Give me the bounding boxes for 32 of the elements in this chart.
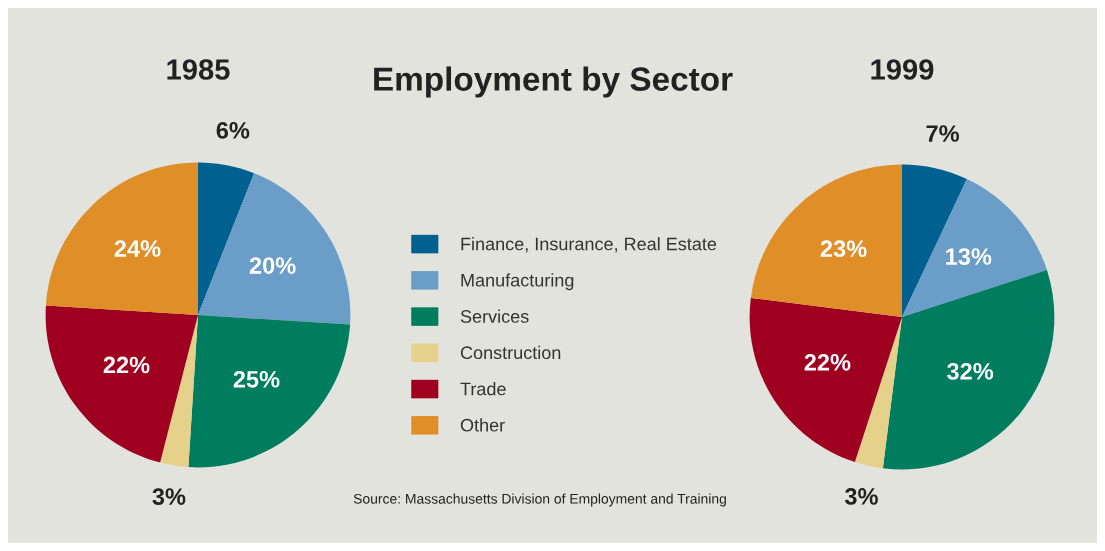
data-label: 20% bbox=[249, 257, 296, 274]
data-label: 22% bbox=[103, 356, 150, 374]
pie-slice bbox=[749, 297, 902, 462]
pie-slice bbox=[882, 269, 1055, 470]
pie-slice bbox=[160, 315, 198, 468]
data-label: 3% bbox=[844, 488, 878, 505]
data-label: 3% bbox=[152, 488, 186, 505]
pie-slice bbox=[198, 173, 351, 325]
data-label: 7% bbox=[926, 125, 959, 142]
data-label: 6% bbox=[216, 122, 250, 139]
legend-label: Trade bbox=[460, 382, 506, 396]
data-label: 32% bbox=[947, 362, 994, 380]
source-note: Source: Massachusetts Division of Employment and Training bbox=[353, 493, 726, 507]
data-label: 24% bbox=[114, 240, 161, 257]
data-label: 25% bbox=[233, 370, 280, 388]
data-label: 22% bbox=[804, 353, 851, 371]
pie-slice bbox=[750, 164, 902, 317]
pie-slice bbox=[45, 305, 198, 463]
legend-label: Finance, Insurance, Real Estate bbox=[461, 237, 717, 253]
pie-slice bbox=[854, 317, 902, 469]
pie-slice bbox=[45, 162, 198, 315]
legend-label: Services bbox=[460, 309, 529, 323]
data-label: 13% bbox=[946, 248, 992, 265]
chart-title: 1985 bbox=[167, 59, 230, 80]
pie-slice bbox=[188, 315, 351, 468]
legend-label: Construction bbox=[460, 345, 561, 360]
legend-label: Other bbox=[460, 418, 505, 432]
pie-slice bbox=[902, 179, 1047, 317]
data-label: 23% bbox=[820, 240, 867, 258]
text: Employment by Sector bbox=[374, 66, 733, 98]
chart-title: 1999 bbox=[871, 59, 934, 80]
legend-label: Manufacturing bbox=[461, 273, 574, 291]
